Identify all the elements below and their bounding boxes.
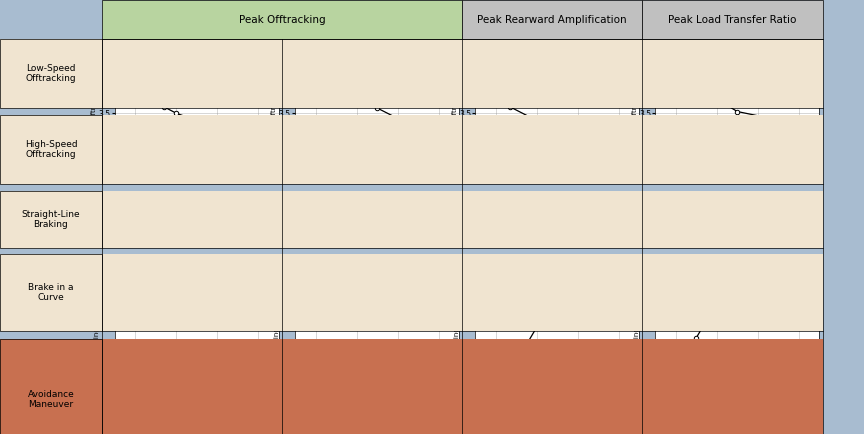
Title: 3.9 in.: 3.9 in. xyxy=(182,49,211,59)
Title: 44.5 in.: 44.5 in. xyxy=(721,269,754,278)
X-axis label: Frequency (Hz): Frequency (Hz) xyxy=(348,432,406,434)
Y-axis label: Peak Offtracking (in.): Peak Offtracking (in.) xyxy=(632,67,638,141)
X-axis label: Frequency (Hz): Frequency (Hz) xyxy=(708,164,766,173)
Text: Straight-Line
Braking: Straight-Line Braking xyxy=(22,210,80,229)
Y-axis label: Peak Offtracking (in.): Peak Offtracking (in.) xyxy=(633,311,640,385)
Title: 43.8 in.: 43.8 in. xyxy=(540,269,575,278)
Y-axis label: Peak Offtracking (in.): Peak Offtracking (in.) xyxy=(451,67,458,141)
Text: CS: CS xyxy=(126,63,153,81)
Title: 4.4 in.: 4.4 in. xyxy=(723,49,752,59)
Text: Peak Offtracking: Peak Offtracking xyxy=(238,14,326,25)
Text: Low-Speed
Offtracking: Low-Speed Offtracking xyxy=(26,64,76,83)
X-axis label: Frequency (Hz): Frequency (Hz) xyxy=(168,432,226,434)
Text: 2: 2 xyxy=(486,63,499,81)
X-axis label: Frequency (Hz): Frequency (Hz) xyxy=(528,164,586,173)
Y-axis label: Peak Offtracking (in.): Peak Offtracking (in.) xyxy=(91,67,98,141)
Text: Brake in a
Curve: Brake in a Curve xyxy=(29,283,73,302)
Text: 5: 5 xyxy=(486,284,499,302)
X-axis label: Frequency (Hz): Frequency (Hz) xyxy=(528,432,586,434)
X-axis label: Frequency (Hz): Frequency (Hz) xyxy=(348,164,406,173)
Title: 21.7 in.: 21.7 in. xyxy=(360,269,394,278)
Text: High-Speed
Offtracking: High-Speed Offtracking xyxy=(25,140,77,159)
Text: 1: 1 xyxy=(307,63,319,81)
Text: CD: CD xyxy=(126,284,155,302)
Text: Avoidance
Maneuver: Avoidance Maneuver xyxy=(28,390,74,409)
Y-axis label: Peak Offtracking (in.): Peak Offtracking (in.) xyxy=(271,67,277,141)
Text: 4: 4 xyxy=(307,284,319,302)
Y-axis label: Peak Offtracking (in.): Peak Offtracking (in.) xyxy=(454,311,460,385)
Y-axis label: Peak Offtracking (in.): Peak Offtracking (in.) xyxy=(273,311,280,385)
Text: Peak Load Transfer Ratio: Peak Load Transfer Ratio xyxy=(668,14,797,25)
Y-axis label: Peak Offtracking (in.): Peak Offtracking (in.) xyxy=(93,311,99,385)
Text: 6: 6 xyxy=(667,284,679,302)
Text: Peak Rearward Amplification: Peak Rearward Amplification xyxy=(478,14,627,25)
X-axis label: Frequency (Hz): Frequency (Hz) xyxy=(708,432,766,434)
Text: 3: 3 xyxy=(667,63,679,81)
Title: 23.2 in.: 23.2 in. xyxy=(180,269,214,278)
Title: 4.3 in.: 4.3 in. xyxy=(363,49,391,59)
X-axis label: Frequency (Hz): Frequency (Hz) xyxy=(168,164,226,173)
Title: 3.9 in.: 3.9 in. xyxy=(543,49,571,59)
